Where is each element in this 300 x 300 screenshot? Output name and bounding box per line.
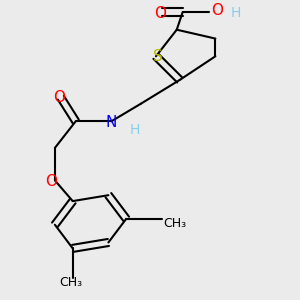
Text: N: N: [106, 115, 117, 130]
Text: H: H: [129, 123, 140, 137]
Text: O: O: [53, 90, 65, 105]
Text: O: O: [154, 6, 166, 21]
Text: O: O: [211, 3, 223, 18]
Text: S: S: [153, 50, 162, 64]
Text: H: H: [230, 6, 241, 20]
Text: O: O: [45, 174, 57, 189]
Text: CH₃: CH₃: [164, 217, 187, 230]
Text: CH₃: CH₃: [60, 276, 83, 289]
